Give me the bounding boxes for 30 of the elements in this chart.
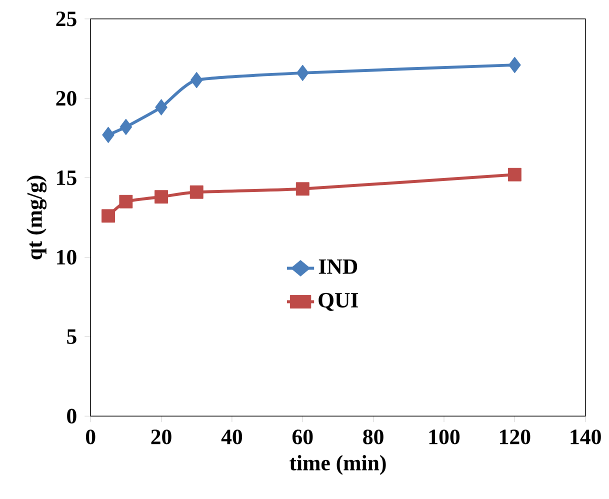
legend-label: QUI	[318, 293, 358, 312]
y-tick-label: 5	[67, 330, 76, 344]
point	[120, 118, 132, 136]
x-tick-label: 40	[221, 430, 242, 444]
x-tick-label: 80	[363, 430, 384, 444]
y-tick-label: 25	[56, 12, 76, 26]
point	[102, 126, 114, 144]
y-tick-label: 20	[56, 91, 76, 106]
x-tick-label: 60	[292, 430, 313, 444]
point	[154, 190, 168, 204]
point	[296, 182, 310, 196]
x-tick-label: 20	[151, 430, 172, 444]
point	[102, 209, 115, 223]
point	[119, 195, 133, 208]
y-tick-label: 15	[57, 170, 76, 186]
x-tick-label: 120	[500, 430, 530, 444]
point	[508, 168, 522, 182]
x-axis-title: time (min)	[290, 455, 386, 475]
legend-label: IND	[318, 260, 358, 274]
point	[190, 72, 203, 88]
x-tick-label: 140	[570, 430, 601, 444]
y-axis-title: qt (mg/g)	[26, 176, 47, 260]
point	[296, 64, 309, 82]
x-tick-label: 100	[429, 430, 460, 444]
y-tick-label: 10	[57, 250, 76, 265]
point	[155, 99, 168, 116]
point	[190, 186, 204, 199]
point	[508, 56, 521, 74]
x-tick-label: 0	[86, 430, 96, 444]
y-tick-label: 0	[67, 408, 76, 424]
